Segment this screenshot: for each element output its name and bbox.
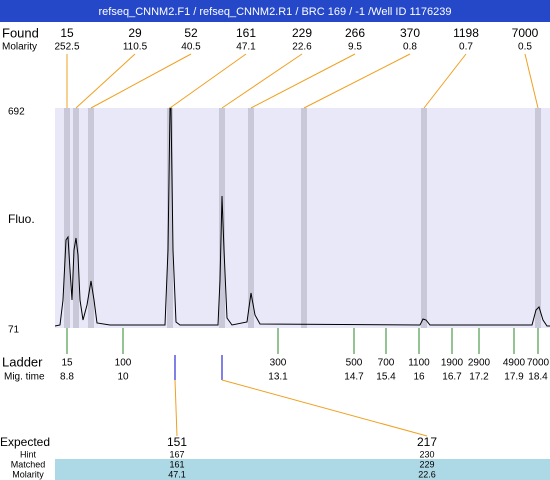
peak-size: 161 <box>236 26 256 40</box>
peak-connector <box>90 53 192 109</box>
molarity-label: Molarity <box>2 42 37 53</box>
title-bar <box>0 0 550 22</box>
peak-size: 52 <box>184 26 198 40</box>
expected-size: 151 <box>167 435 187 449</box>
y-label: Fluo. <box>8 212 35 226</box>
ladder-size: 500 <box>346 358 363 369</box>
peak-connector <box>423 53 467 109</box>
found-label: Found <box>2 25 39 40</box>
molarity-row-label: Molarity <box>12 469 44 479</box>
y-max: 692 <box>8 107 25 118</box>
peak-band <box>535 108 541 328</box>
ladder-time: 8.8 <box>60 372 74 383</box>
peak-band <box>219 108 225 328</box>
ladder-size: 100 <box>115 358 132 369</box>
peak-molarity: 0.8 <box>403 42 417 53</box>
peak-size: 1198 <box>453 26 479 40</box>
ladder-time: 13.1 <box>268 372 288 383</box>
ladder-size: 1100 <box>408 358 430 369</box>
mig-time-label: Mig. time <box>4 372 45 383</box>
trace <box>54 107 550 327</box>
peak-molarity: 252.5 <box>54 42 79 53</box>
hint-value: 230 <box>419 449 434 459</box>
peak-molarity: 0.5 <box>518 42 532 53</box>
peak-size: 370 <box>400 26 420 40</box>
ladder-label: Ladder <box>2 354 43 369</box>
ladder-time: 16.7 <box>442 372 462 383</box>
peak-molarity: 40.5 <box>181 42 201 53</box>
ladder-time: 17.2 <box>469 372 489 383</box>
peak-connector <box>250 53 356 109</box>
ladder-time: 16 <box>413 372 425 383</box>
peak-band <box>88 108 94 328</box>
peak-molarity: 110.5 <box>123 42 148 53</box>
y-min: 71 <box>8 325 20 336</box>
ladder-time: 14.7 <box>344 372 364 383</box>
peak-size: 29 <box>128 26 142 40</box>
matched-value: 161 <box>169 459 184 469</box>
ladder-time: 17.9 <box>504 372 524 383</box>
ladder-size: 7000 <box>527 358 550 369</box>
ladder-time: 15.4 <box>376 372 396 383</box>
expected-label: Expected <box>0 435 50 449</box>
peak-band <box>301 108 307 328</box>
peak-band <box>73 108 79 328</box>
hint-label: Hint <box>20 449 37 459</box>
peak-band <box>167 108 173 328</box>
peak-molarity: 9.5 <box>348 42 362 53</box>
expected-connector <box>221 379 428 437</box>
peak-connector <box>75 53 136 109</box>
peak-band <box>64 108 70 328</box>
peak-connector <box>524 53 539 109</box>
expected-connector <box>174 379 178 437</box>
ladder-size: 700 <box>378 358 395 369</box>
peak-connector <box>169 53 247 109</box>
title: refseq_CNNM2.F1 / refseq_CNNM2.R1 / BRC … <box>99 6 452 18</box>
expected-size: 217 <box>417 435 437 449</box>
molarity-value: 47.1 <box>168 469 186 479</box>
matched-label: Matched <box>11 459 46 469</box>
peak-molarity: 47.1 <box>236 42 256 53</box>
hint-value: 167 <box>169 449 184 459</box>
ladder-size: 15 <box>61 358 73 369</box>
peak-band <box>421 108 427 328</box>
ladder-size: 4900 <box>503 358 526 369</box>
peak-size: 229 <box>292 26 312 40</box>
matched-value: 229 <box>419 459 434 469</box>
ladder-time: 10 <box>117 372 129 383</box>
peak-size: 15 <box>60 26 74 40</box>
ladder-size: 300 <box>270 358 287 369</box>
ladder-size: 1900 <box>441 358 464 369</box>
peak-size: 266 <box>345 26 365 40</box>
ladder-size: 2900 <box>468 358 491 369</box>
peak-band <box>248 108 254 328</box>
ladder-time: 18.4 <box>528 372 548 383</box>
molarity-value: 22.6 <box>418 469 436 479</box>
peak-molarity: 0.7 <box>459 42 473 53</box>
peak-connector <box>303 53 411 109</box>
peak-size: 7000 <box>512 26 539 40</box>
matched-highlight <box>55 459 550 480</box>
peak-molarity: 22.6 <box>292 42 312 53</box>
peak-connector <box>221 53 303 109</box>
